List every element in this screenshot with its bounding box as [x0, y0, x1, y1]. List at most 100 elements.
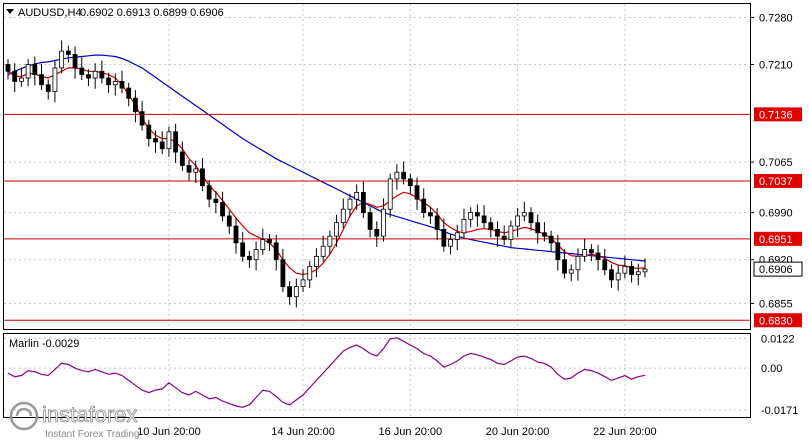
candle: [401, 161, 407, 185]
candle: [314, 248, 319, 278]
ohlc-label: 0.6902 0.6913 0.6899 0.6906: [80, 7, 224, 19]
candle: [86, 69, 91, 87]
logo-tagline: Instant Forex Trading: [45, 429, 140, 440]
candle: [609, 264, 614, 288]
candle: [334, 214, 339, 247]
price-tick-label: 0.7280: [759, 12, 793, 24]
candle: [159, 131, 165, 155]
candle: [495, 221, 500, 247]
candle: [213, 191, 219, 214]
candle: [367, 207, 373, 238]
candle: [461, 208, 467, 239]
candle: [474, 204, 480, 227]
time-tick-label: 16 Jun 20:00: [379, 426, 443, 438]
candle: [226, 210, 232, 235]
logo-brand: instaforex: [42, 402, 137, 427]
candle: [233, 217, 239, 254]
symbol-label: AUDUSD,H4: [18, 7, 82, 19]
candle: [568, 264, 574, 282]
time-tick-label: 22 Jun 20:00: [593, 426, 657, 438]
candle: [327, 230, 333, 255]
candle: [528, 207, 534, 231]
candle: [602, 248, 608, 276]
candle: [287, 281, 293, 305]
candle: [126, 82, 132, 107]
candlesticks: [5, 40, 648, 308]
candle: [112, 73, 118, 96]
level-tag-label: 0.7136: [759, 109, 793, 121]
indicator-tick-label: 0.0122: [761, 333, 795, 345]
candle: [414, 177, 420, 210]
candle: [52, 59, 58, 103]
indicator-tick-label: 0.00: [761, 363, 782, 375]
candle: [300, 269, 306, 292]
candle: [434, 207, 440, 241]
candle: [642, 258, 648, 278]
candle: [360, 181, 366, 218]
candle: [39, 63, 44, 91]
resistance-support-lines: [4, 113, 750, 321]
candle: [193, 160, 199, 183]
level-tag: [754, 231, 802, 246]
collapse-triangle-icon[interactable]: [6, 9, 14, 14]
candle: [448, 234, 453, 255]
candle: [32, 56, 38, 86]
candle: [45, 79, 51, 100]
time-tick-label: 14 Jun 20:00: [271, 426, 335, 438]
candle: [206, 180, 212, 208]
candle: [12, 63, 18, 93]
price-tick-label: 0.7210: [759, 60, 793, 72]
candle: [280, 248, 286, 292]
candle: [468, 207, 474, 228]
price-tick-label: 0.7065: [759, 157, 793, 169]
candle: [65, 45, 71, 63]
slow-ma-line: [7, 54, 646, 262]
instaforex-logo: instaforex Instant Forex Trading: [9, 401, 140, 440]
level-tag: [754, 313, 802, 328]
candle: [454, 224, 460, 251]
candle: [508, 220, 514, 248]
candle: [132, 90, 138, 123]
candle: [166, 126, 172, 157]
candle: [267, 234, 272, 251]
candle: [273, 234, 279, 271]
candle: [106, 72, 111, 93]
candle: [200, 158, 205, 192]
candle: [387, 173, 393, 218]
candle: [622, 255, 628, 279]
indicator-tick-label: -0.0171: [761, 405, 798, 417]
marlin-indicator: 0.0122 0.00 -0.0171: [4, 333, 798, 417]
candle: [488, 217, 494, 238]
price-axis: 0.72800.72100.70650.69900.69200.68550.71…: [750, 12, 803, 328]
candle: [407, 173, 413, 194]
candle: [79, 57, 85, 81]
candle: [441, 218, 447, 252]
candle: [582, 238, 588, 262]
level-tag-label: 0.7037: [759, 176, 793, 188]
candle: [72, 46, 78, 79]
candle: [320, 235, 326, 262]
candle: [542, 222, 547, 242]
candle: [246, 250, 252, 268]
candle: [293, 278, 299, 308]
logo-mark-icon: [9, 401, 39, 431]
level-tag: [754, 107, 802, 122]
candle: [615, 265, 621, 291]
last-price-label: 0.6906: [759, 264, 793, 276]
candle: [394, 164, 400, 190]
candle: [347, 193, 353, 218]
candle: [119, 70, 125, 94]
candle: [535, 214, 541, 244]
time-tick-label: 10 Jun 20:00: [137, 426, 201, 438]
last-price-tag: [753, 261, 803, 277]
candle: [629, 261, 634, 283]
candle: [146, 119, 152, 147]
candle: [595, 244, 601, 271]
candle: [555, 234, 561, 271]
marlin-line: [7, 337, 646, 408]
candle: [354, 184, 360, 210]
candle: [59, 40, 65, 74]
indicator-label: Marlin -0.0029: [9, 338, 79, 350]
candle: [562, 248, 567, 279]
